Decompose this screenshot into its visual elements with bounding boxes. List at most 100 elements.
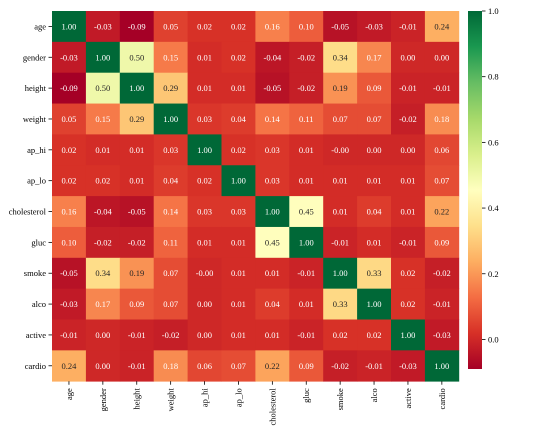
heatmap-cell-value: -0.01 <box>365 361 383 371</box>
heatmap-cell-value: 0.01 <box>197 52 212 62</box>
heatmap-cell-value: 0.03 <box>265 145 280 155</box>
heatmap-cell-ap_lo-ap_lo <box>221 165 256 197</box>
heatmap-cell-value: 0.09 <box>367 83 382 93</box>
heatmap-cell-value: 0.00 <box>197 330 212 340</box>
heatmap-cell-alco-active <box>391 288 426 320</box>
heatmap-cell-value: 1.00 <box>367 299 382 309</box>
heatmap-cell-value: 0.02 <box>62 145 77 155</box>
heatmap-cell-value: 0.01 <box>197 83 212 93</box>
heatmap-cell-cholesterol-ap_lo <box>221 196 256 228</box>
heatmap-cell-gender-gluc <box>289 41 324 74</box>
heatmap-cell-weight-active <box>391 103 426 135</box>
heatmap-cell-gender-smoke <box>323 41 358 74</box>
heatmap-cell-weight-ap_lo <box>221 103 256 135</box>
heatmap-cell-cholesterol-alco <box>357 196 392 228</box>
heatmap-cell-value: 0.01 <box>299 299 314 309</box>
heatmap-cell-age-alco <box>357 11 392 43</box>
heatmap-cell-ap_lo-ap_hi <box>187 165 222 197</box>
heatmap-cell-ap_lo-gender <box>85 165 121 197</box>
heatmap-cell-value: 0.22 <box>265 361 280 371</box>
heatmap-cell-value: -0.03 <box>60 299 78 309</box>
heatmap-cell-active-weight <box>153 319 188 351</box>
heatmap-cell-cardio-height <box>119 350 155 382</box>
heatmap-cell-weight-cardio <box>424 103 460 135</box>
heatmap-cell-value: 0.03 <box>197 114 212 124</box>
heatmap-cell-ap_hi-gender <box>85 134 121 166</box>
colorbar-gradient <box>468 11 482 369</box>
heatmap-cell-active-gender <box>85 319 121 351</box>
y-tick-label-gender: gender <box>23 52 46 62</box>
heatmap-cell-value: -0.01 <box>433 83 451 93</box>
heatmap-cell-age-weight <box>153 11 188 43</box>
heatmap-cell-height-weight <box>153 72 188 104</box>
heatmap-cell-value: 0.04 <box>265 299 281 309</box>
heatmap-cell-weight-alco <box>357 103 392 135</box>
heatmap-cell-active-cholesterol <box>255 319 290 351</box>
x-tick-label-height: height <box>132 388 142 410</box>
heatmap-cell-cardio-cardio <box>424 350 460 382</box>
heatmap-cell-value: -0.05 <box>263 83 281 93</box>
y-tick-label-ap_lo: ap_lo <box>27 176 46 186</box>
heatmap-cell-value: 0.01 <box>367 237 382 247</box>
heatmap-cell-value: 1.00 <box>95 52 110 62</box>
heatmap-cell-value: 0.03 <box>231 207 246 217</box>
colorbar-tick-label: 0.4 <box>488 203 499 213</box>
heatmap-cell-ap_lo-gluc <box>289 165 324 197</box>
heatmap-cell-value: 1.00 <box>299 237 314 247</box>
heatmap-cell-ap_hi-weight <box>153 134 188 166</box>
heatmap-cell-value: 0.07 <box>163 268 178 278</box>
heatmap-cell-age-gender <box>85 11 121 43</box>
heatmap-cell-gluc-ap_lo <box>221 226 256 259</box>
y-tick-label-cardio: cardio <box>25 361 46 371</box>
heatmap-cell-weight-cholesterol <box>255 103 290 135</box>
heatmap-cell-value: 0.07 <box>333 114 348 124</box>
heatmap-cell-cholesterol-active <box>391 196 426 228</box>
heatmap-cell-ap_hi-age <box>52 134 87 166</box>
heatmap-cell-weight-weight <box>153 103 188 135</box>
heatmap-cell-value: -0.02 <box>399 114 417 124</box>
heatmap-cell-ap_hi-height <box>119 134 155 166</box>
heatmap-cell-gluc-age <box>52 226 87 259</box>
heatmap-cell-active-age <box>52 319 87 351</box>
heatmap-cell-gluc-weight <box>153 226 188 259</box>
heatmap-cell-age-cholesterol <box>255 11 290 43</box>
y-tick-label-alco: alco <box>32 299 46 309</box>
heatmap-cell-active-alco <box>357 319 392 351</box>
heatmap-cell-alco-cardio <box>424 288 460 320</box>
heatmap-cell-gluc-alco <box>357 226 392 259</box>
heatmap-cell-cholesterol-cardio <box>424 196 460 228</box>
heatmap-cell-value: -0.04 <box>94 207 112 217</box>
heatmap-cell-value: 0.29 <box>129 114 144 124</box>
heatmap-cell-value: 1.00 <box>333 268 348 278</box>
heatmap-cell-alco-weight <box>153 288 188 320</box>
heatmap-cell-value: 0.34 <box>333 52 349 62</box>
heatmap-cell-value: 0.03 <box>265 176 280 186</box>
heatmap-cell-value: 0.18 <box>163 361 178 371</box>
heatmap-cell-value: 0.03 <box>197 207 212 217</box>
heatmap-cell-value: 0.33 <box>333 299 348 309</box>
heatmap-cell-value: 0.01 <box>299 145 314 155</box>
heatmap-cell-age-ap_lo <box>221 11 256 43</box>
heatmap-cells: 1.00 -0.03 -0.09 0.05 0.02 0.02 0.16 0.10 -0.05 -… <box>52 11 460 382</box>
heatmap-cell-value: 0.09 <box>299 361 314 371</box>
heatmap-cell-cardio-alco <box>357 350 392 382</box>
heatmap-cell-value: 0.16 <box>265 21 280 31</box>
heatmap-cell-height-gender <box>85 72 121 104</box>
heatmap-cell-value: 0.15 <box>95 114 110 124</box>
heatmap-cell-smoke-cholesterol <box>255 257 290 290</box>
heatmap-cell-value: -0.00 <box>196 268 214 278</box>
heatmap-cell-smoke-cardio <box>424 257 460 290</box>
heatmap-cell-value: 0.14 <box>265 114 281 124</box>
heatmap-cell-value: 0.01 <box>231 299 246 309</box>
heatmap-cell-value: 0.17 <box>367 52 382 62</box>
x-tick-label-cardio: cardio <box>437 388 447 409</box>
heatmap-cell-value: 0.29 <box>163 83 178 93</box>
heatmap-cell-cardio-cholesterol <box>255 350 290 382</box>
heatmap-cell-value: 0.22 <box>434 207 449 217</box>
heatmap-cell-value: 0.01 <box>299 176 314 186</box>
heatmap-cell-value: -0.03 <box>60 52 78 62</box>
heatmap-cell-value: 0.19 <box>129 268 144 278</box>
heatmap-cell-value: -0.01 <box>297 268 315 278</box>
heatmap-cell-height-ap_lo <box>221 72 256 104</box>
y-axis-tick-labels: age gender height weight ap_hi ap_lo cholester… <box>9 21 52 371</box>
